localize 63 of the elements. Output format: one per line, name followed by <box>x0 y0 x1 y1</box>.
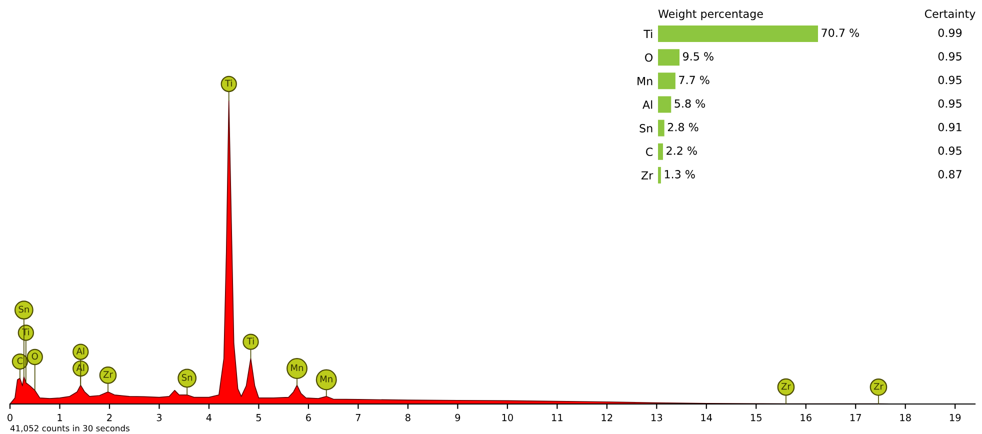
y-tick-label: Ti <box>644 30 652 38</box>
x-tick-label: 1 <box>58 414 62 422</box>
annotation: Zr <box>103 371 113 378</box>
bar <box>658 143 663 160</box>
data-label: 1.3 % <box>664 170 695 178</box>
y-tick-label: C <box>646 148 653 156</box>
x-tick-label: 14 <box>701 414 712 422</box>
x-tick-label: 2 <box>107 414 112 422</box>
annotation: O <box>32 352 38 360</box>
x-tick-label: 7 <box>356 414 360 422</box>
data-label: 0.95 <box>938 52 962 61</box>
x-tick-label: 4 <box>206 414 212 422</box>
x-tick-label: 0 <box>8 414 12 422</box>
x-tick-label: 8 <box>406 414 410 422</box>
bar <box>658 26 818 42</box>
text: 41,052 counts in 30 seconds <box>10 424 130 432</box>
x-tick-label: 13 <box>652 414 662 422</box>
x-tick-label: 17 <box>850 414 861 422</box>
x-tick-label: 9 <box>455 414 460 422</box>
x-tick-label: 6 <box>306 414 311 422</box>
annotation: C <box>17 357 23 364</box>
bar <box>658 120 664 136</box>
x-tick-label: 16 <box>800 414 812 422</box>
y-tick-label: Al <box>642 100 652 109</box>
annotation: Zr <box>781 383 791 390</box>
data-label: 2.2 % <box>666 146 697 155</box>
bar <box>658 166 661 184</box>
bar <box>658 96 672 113</box>
data-label: 0.95 <box>938 146 962 155</box>
y-tick-label: Mn <box>638 77 652 86</box>
x-tick-label: 12 <box>602 414 612 422</box>
x-tick-label: 15 <box>751 414 762 422</box>
x-tick-label: 11 <box>552 414 562 422</box>
annotation: Al <box>76 347 84 354</box>
bar <box>658 72 676 90</box>
annotation: Ti <box>224 80 232 86</box>
data-label: 0.95 <box>938 99 962 108</box>
x-tick-label: 19 <box>950 414 961 422</box>
annotation: Sn <box>18 306 29 313</box>
bar <box>658 49 680 66</box>
data-label: 5.8 % <box>674 99 706 108</box>
x-tick-label: 10 <box>502 414 513 422</box>
y-tick-label: Zr <box>641 171 654 180</box>
text: Certainty <box>924 9 976 20</box>
data-label: 0.87 <box>938 170 962 178</box>
y-tick-label: Sn <box>640 124 652 132</box>
x-tick-label: 5 <box>256 414 261 422</box>
data-label: 7.7 % <box>679 76 710 84</box>
annotation: Zr <box>874 383 884 390</box>
y-tick-label: O <box>645 53 653 62</box>
data-label: 0.91 <box>938 122 962 132</box>
data-label: 9.5 % <box>682 52 714 61</box>
x-tick-label: 18 <box>900 414 911 422</box>
x-tick-label: 3 <box>156 414 162 422</box>
annotation: Sn <box>182 374 192 381</box>
annotation: Mn <box>291 364 303 372</box>
data-label: 70.7 % <box>822 28 859 38</box>
data-label: 0.99 <box>938 28 962 38</box>
data-label: 2.8 % <box>668 122 698 132</box>
chart-title: Weight percentage <box>658 9 763 20</box>
annotation: Ti <box>246 337 254 344</box>
data-label: 0.95 <box>938 76 962 84</box>
annotation: Mn <box>320 376 332 382</box>
